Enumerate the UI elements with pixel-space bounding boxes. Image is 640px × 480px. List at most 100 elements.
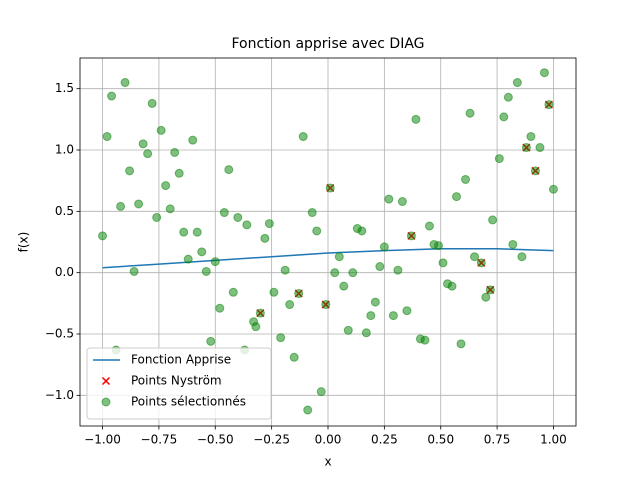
selected-point [129,266,139,276]
selected-point [465,108,475,118]
selected-point [447,281,457,291]
axes-frame [79,57,577,427]
selected-point [228,287,238,297]
legend-label: Fonction Apprise [131,353,231,367]
selected-point [107,91,117,101]
selected-point [526,132,536,142]
selected-point [219,208,229,218]
selected-point [348,268,358,278]
selected-point [521,143,531,153]
selected-point [548,184,558,194]
y-tick-label: 1.0 [55,143,74,157]
selected-point [420,335,430,345]
legend-label: Points Nyström [131,374,222,388]
selected-point [503,92,513,102]
selected-point [102,132,112,142]
selected-point [375,262,385,272]
selected-point [339,281,349,291]
selected-point [357,226,367,236]
selected-point [192,227,202,237]
selected-point [406,231,416,241]
selected-point [138,139,148,149]
selected-point [539,68,549,78]
selected-point [438,258,448,268]
x-tick-label: −0.25 [253,433,290,447]
selected-point [125,166,135,176]
selected-point [224,165,234,175]
fitted-line [102,247,554,269]
y-tick-label: −0.5 [45,327,74,341]
selected-point [402,306,412,316]
selected-point [303,405,313,415]
x-tick-label: 0.25 [371,433,398,447]
selected-point [174,168,184,178]
legend-box [86,347,272,420]
x-axis-label: x [324,455,331,469]
selected-point [452,192,462,202]
y-tick-label: 0.0 [55,265,74,279]
x-tick-label: 0.00 [315,433,342,447]
selected-point [384,194,394,204]
legend-marker [101,376,111,386]
selected-point [294,289,304,299]
selected-point [251,322,261,332]
selected-point [517,252,527,262]
x-tick-label: −0.75 [141,433,178,447]
y-tick-label: 1.5 [55,81,74,95]
selected-point [481,292,491,302]
x-tick-label: 1.00 [540,433,567,447]
selected-point [255,308,265,318]
selected-point [379,242,389,252]
selected-point [201,266,211,276]
selected-point [197,247,207,257]
legend: Fonction Apprise Points Nyström Points sél… [86,347,272,420]
selected-point [206,336,216,346]
selected-point [134,199,144,209]
selected-point [330,268,340,278]
selected-point [312,226,322,236]
selected-point [120,78,130,88]
selected-point [456,339,466,349]
selected-point [179,227,189,237]
x-tick-label: −1.00 [84,433,121,447]
selected-point [470,252,480,262]
selected-point [512,78,522,88]
selected-point [388,311,398,321]
selected-point [188,135,198,145]
selected-point [264,219,274,229]
y-axis-label: f(x) [17,232,31,253]
selected-point [393,265,403,275]
selected-point [321,300,331,310]
selected-point [494,154,504,164]
selected-point [280,265,290,275]
selected-point [233,212,243,222]
selected-point [433,241,443,251]
selected-point [397,197,407,207]
selected-point [485,285,495,295]
selected-point [508,239,518,249]
selected-point [544,100,554,110]
selected-point [361,328,371,338]
selected-point [289,352,299,362]
selected-point [276,333,286,343]
selected-point [298,132,308,142]
selected-point [530,166,540,176]
selected-point [307,208,317,218]
y-tick-label: −1.0 [45,388,74,402]
legend-label: Points sélectionnés [131,395,246,409]
selected-point [476,258,486,268]
selected-point [165,204,175,214]
selected-point [183,254,193,264]
x-tick-label: 0.50 [427,433,454,447]
selected-point [260,233,270,243]
selected-point [488,215,498,225]
selected-point [156,125,166,135]
selected-point [242,220,252,230]
selected-point [161,181,171,191]
selected-point [424,221,434,231]
selected-point [366,311,376,321]
selected-point [143,149,153,159]
selected-point [147,98,157,108]
